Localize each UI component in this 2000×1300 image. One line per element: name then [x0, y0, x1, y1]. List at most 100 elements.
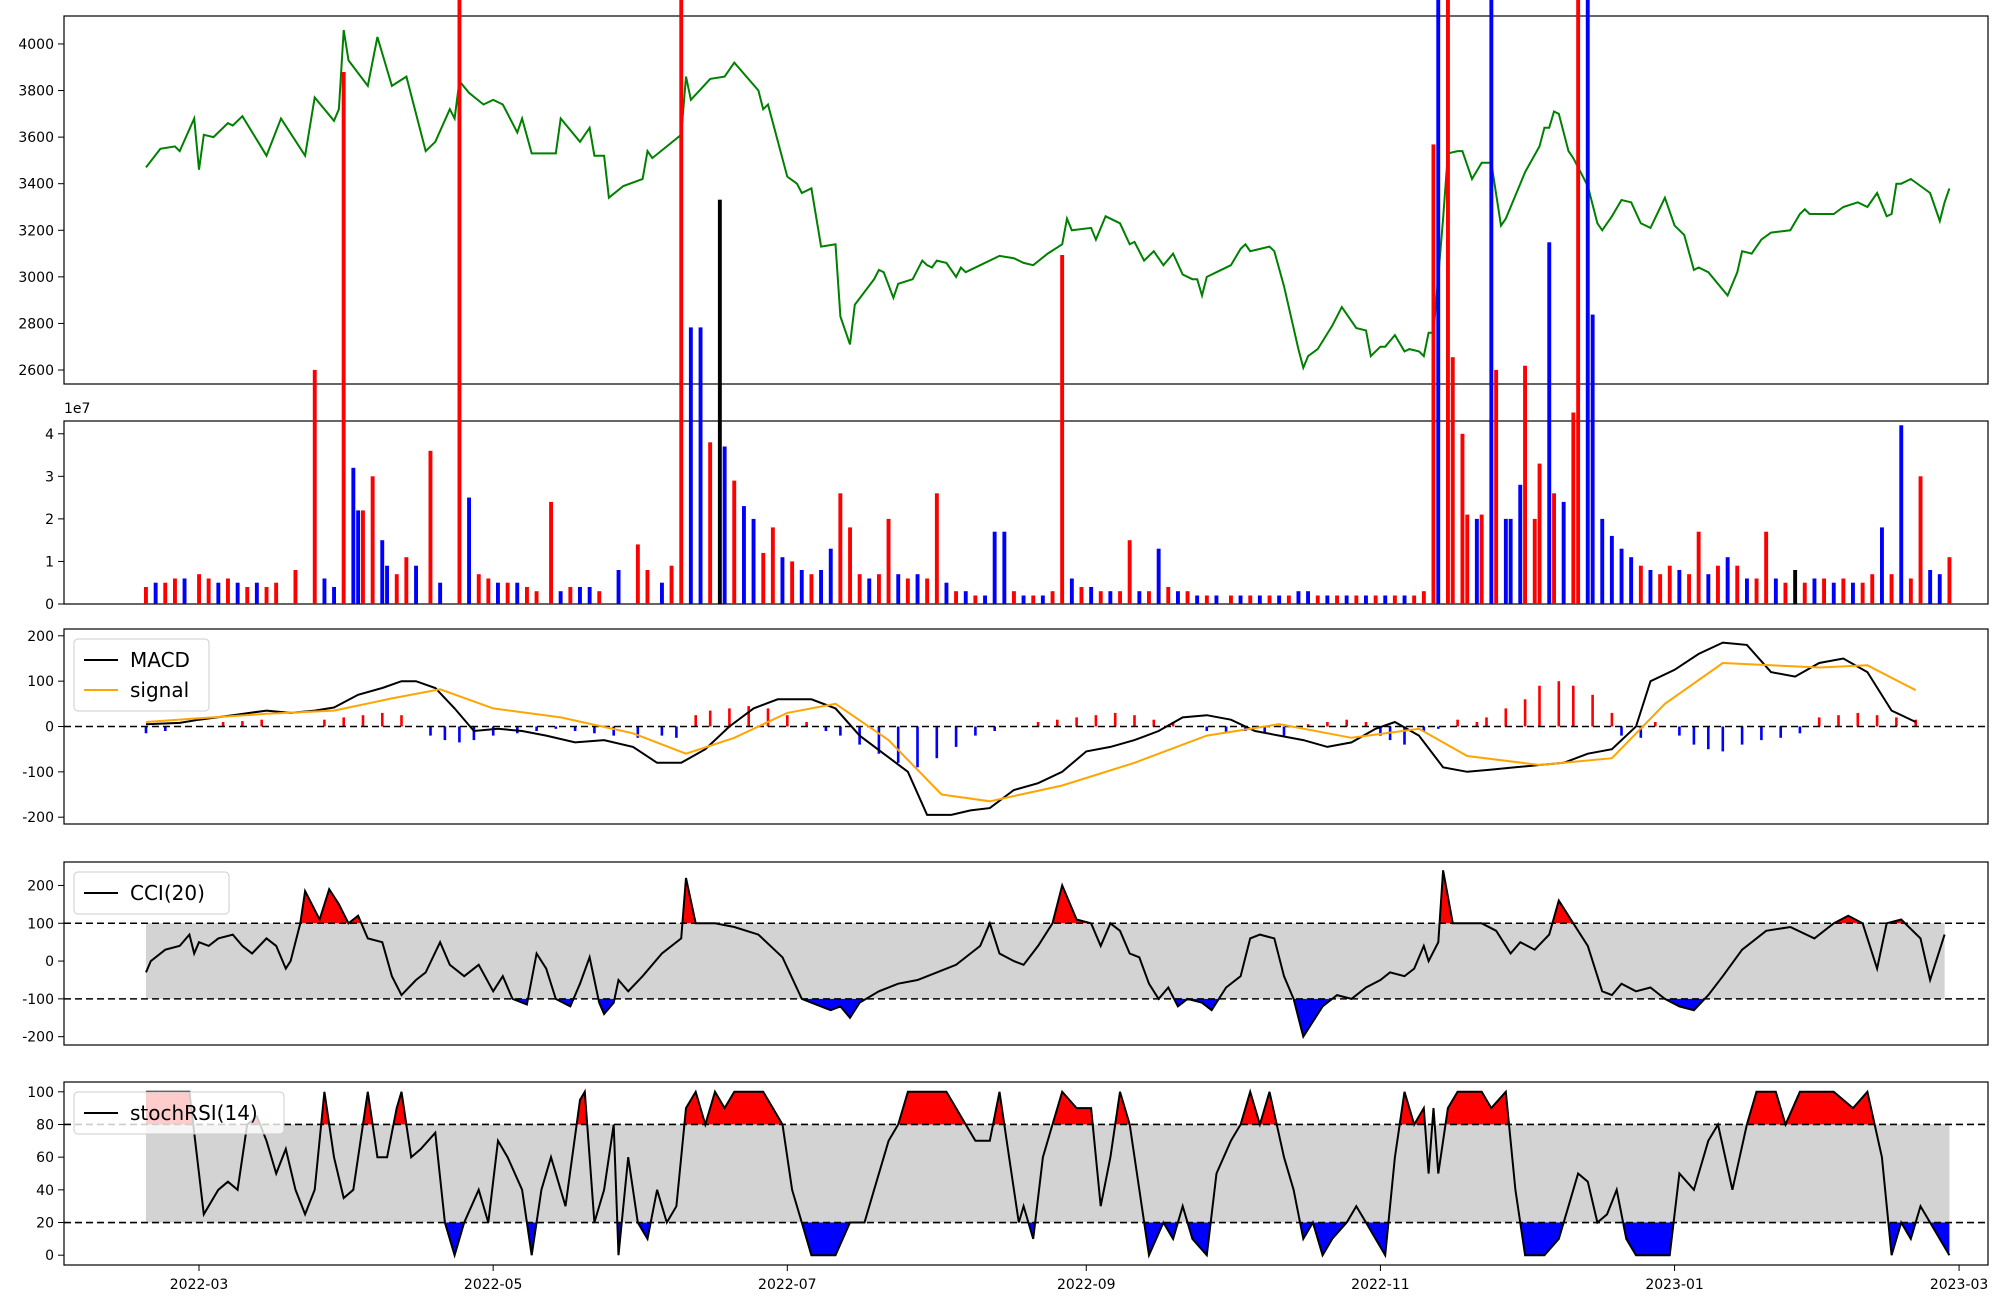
x-tick-label: 2022-09	[1057, 1277, 1116, 1293]
volume-bar	[1576, 0, 1581, 604]
y-tick-label: 3600	[18, 130, 54, 146]
macd-histogram-bar	[1364, 722, 1368, 727]
macd-histogram-bar	[747, 706, 750, 727]
y-tick-label: 60	[36, 1150, 54, 1166]
macd-histogram-bar	[974, 726, 977, 736]
volume-bar	[954, 591, 958, 604]
volume-bar	[558, 591, 563, 604]
volume-bar	[1735, 565, 1740, 604]
volume-bar	[1928, 570, 1933, 604]
overbought-fill	[898, 1091, 966, 1125]
macd-histogram-bar	[1113, 712, 1117, 727]
cci-line	[145, 870, 1946, 1040]
volume-bar	[578, 587, 582, 604]
volume-bar	[1725, 557, 1730, 604]
volume-bar	[1812, 578, 1817, 604]
macd-histogram-bar	[472, 726, 476, 741]
macd-histogram-bar	[766, 708, 770, 727]
macd-histogram-bar	[1475, 722, 1479, 727]
y-tick-label: 80	[36, 1117, 54, 1133]
volume-bar	[1899, 425, 1904, 604]
volume-bar	[332, 587, 336, 604]
volume-bar	[414, 565, 418, 604]
volume-bar	[1412, 595, 1417, 604]
oversold-fill	[1144, 1222, 1164, 1256]
volume-bar	[732, 480, 737, 604]
volume-bar	[1402, 595, 1407, 604]
volume-bar	[819, 570, 823, 604]
volume-bar	[751, 518, 756, 604]
macd-histogram-bar	[1639, 726, 1643, 738]
volume-bar	[1518, 484, 1523, 604]
volume-bar	[742, 506, 746, 604]
overbought-fill	[1052, 885, 1092, 924]
macd-histogram-bar	[675, 726, 678, 738]
volume-bar	[1248, 595, 1253, 604]
legend-label: signal	[130, 678, 189, 702]
volume-bar	[1176, 591, 1180, 604]
volume-bar	[1012, 591, 1016, 604]
volume-bar	[1098, 591, 1103, 604]
volume-bar	[216, 582, 221, 604]
macd-histogram-bar	[443, 726, 447, 741]
overbought-fill	[1445, 1091, 1509, 1125]
volume-bar	[1822, 578, 1826, 604]
macd-histogram-bar	[1485, 717, 1488, 727]
volume-bar	[886, 518, 891, 604]
macd-histogram-bar	[1914, 719, 1917, 727]
macd-histogram-bar	[1817, 717, 1821, 727]
volume-bar	[1306, 591, 1310, 604]
macd-histogram-bar	[429, 726, 432, 736]
macd-histogram-bar	[554, 726, 558, 729]
volume-bar	[322, 578, 327, 604]
legend-label: stochRSI(14)	[130, 1101, 258, 1125]
macd-histogram-bar	[1403, 726, 1406, 745]
macd-histogram-bar	[636, 726, 640, 738]
volume-bar	[770, 527, 775, 604]
volume-bar	[356, 510, 361, 604]
volume-bar	[1889, 574, 1894, 604]
volume-bar	[1503, 518, 1508, 604]
volume-bar	[1060, 255, 1065, 604]
volume-bar	[790, 561, 795, 604]
volume-bar	[1880, 527, 1884, 604]
macd-histogram-bar	[1538, 685, 1541, 727]
macd-histogram-bar	[260, 719, 263, 727]
macd-histogram-bar	[1056, 719, 1059, 727]
macd-histogram-bar	[786, 715, 789, 727]
volume-bar	[1436, 0, 1441, 604]
macd-histogram-bar	[241, 721, 244, 727]
macd-histogram-bar	[1654, 722, 1657, 727]
signal-line	[145, 661, 1917, 803]
overbought-fill	[1052, 1091, 1093, 1125]
macd-histogram-bar	[1620, 726, 1623, 736]
y-tick-label: 2800	[18, 316, 54, 332]
volume-panel: 0 1 2 3 4 1e7	[45, 0, 1989, 613]
y-tick-label: 0	[45, 1248, 54, 1264]
y-tick-label: -200	[22, 810, 54, 826]
macd-histogram-bar	[1224, 726, 1228, 734]
volume-bar	[1638, 565, 1643, 604]
volume-bar	[1677, 570, 1682, 604]
macd-histogram-bar	[1707, 726, 1710, 750]
macd-histogram-bar	[1171, 722, 1175, 727]
volume-bar	[1764, 531, 1769, 604]
volume-bar	[1089, 587, 1094, 604]
volume-bar	[1079, 587, 1084, 604]
y-tick-label: 0	[45, 954, 54, 970]
volume-bar	[1870, 574, 1875, 604]
macd-histogram-bar	[1591, 694, 1594, 727]
volume-bar	[660, 582, 664, 604]
macd-histogram-bar	[491, 726, 495, 736]
volume-bar	[534, 591, 539, 604]
volume-bar	[1793, 570, 1798, 604]
volume-bar	[206, 578, 211, 604]
volume-bar	[1537, 463, 1542, 604]
oversold-fill	[598, 998, 615, 1014]
volume-bar	[1783, 582, 1788, 604]
legend-label: CCI(20)	[130, 881, 205, 905]
volume-bar	[877, 574, 881, 604]
stochrsi-line	[146, 1088, 1951, 1259]
macd-histogram-bar	[144, 726, 148, 734]
macd-histogram-bar	[1133, 715, 1136, 727]
